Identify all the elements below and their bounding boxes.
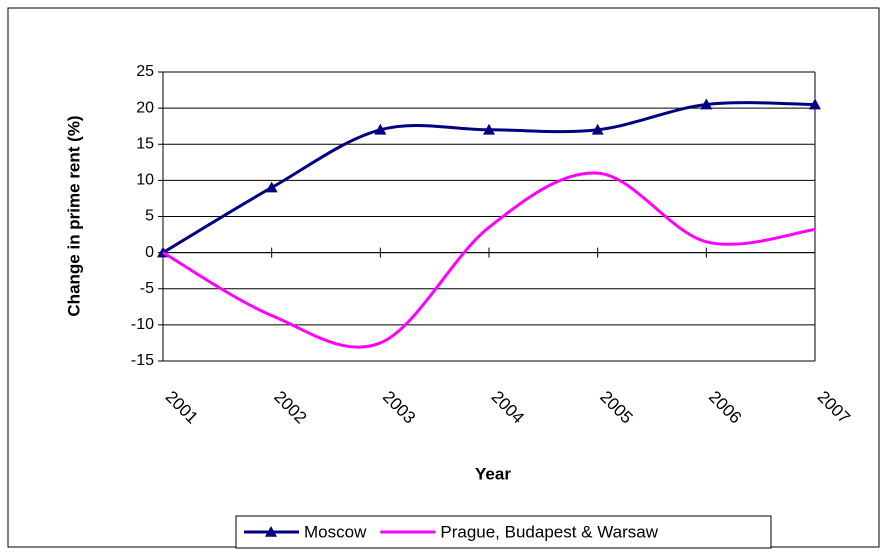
- y-axis-label: Change in prime rent (%): [64, 115, 83, 316]
- y-tick-label: 0: [145, 244, 154, 261]
- data-point: [591, 123, 604, 135]
- data-point: [483, 123, 495, 135]
- legend-label: Moscow: [304, 522, 367, 541]
- y-tick-label: -10: [131, 316, 154, 333]
- data-point: [374, 123, 387, 135]
- legend-label: Prague, Budapest & Warsaw: [440, 522, 658, 541]
- data-point: [809, 98, 821, 110]
- data-point: [265, 181, 278, 193]
- y-tick-label: -15: [131, 352, 154, 369]
- y-tick-label: 15: [136, 135, 154, 152]
- y-tick-label: 20: [136, 99, 154, 116]
- data-point: [700, 98, 713, 110]
- y-tick-label: 25: [136, 63, 154, 80]
- y-tick-label: 5: [145, 208, 154, 225]
- y-tick-label: 10: [136, 172, 154, 189]
- legend-box: [235, 515, 772, 549]
- series-line: [162, 171, 816, 349]
- y-tick-label: -5: [140, 280, 154, 297]
- x-axis-label: Year: [475, 464, 511, 483]
- legend-marker: [265, 526, 277, 537]
